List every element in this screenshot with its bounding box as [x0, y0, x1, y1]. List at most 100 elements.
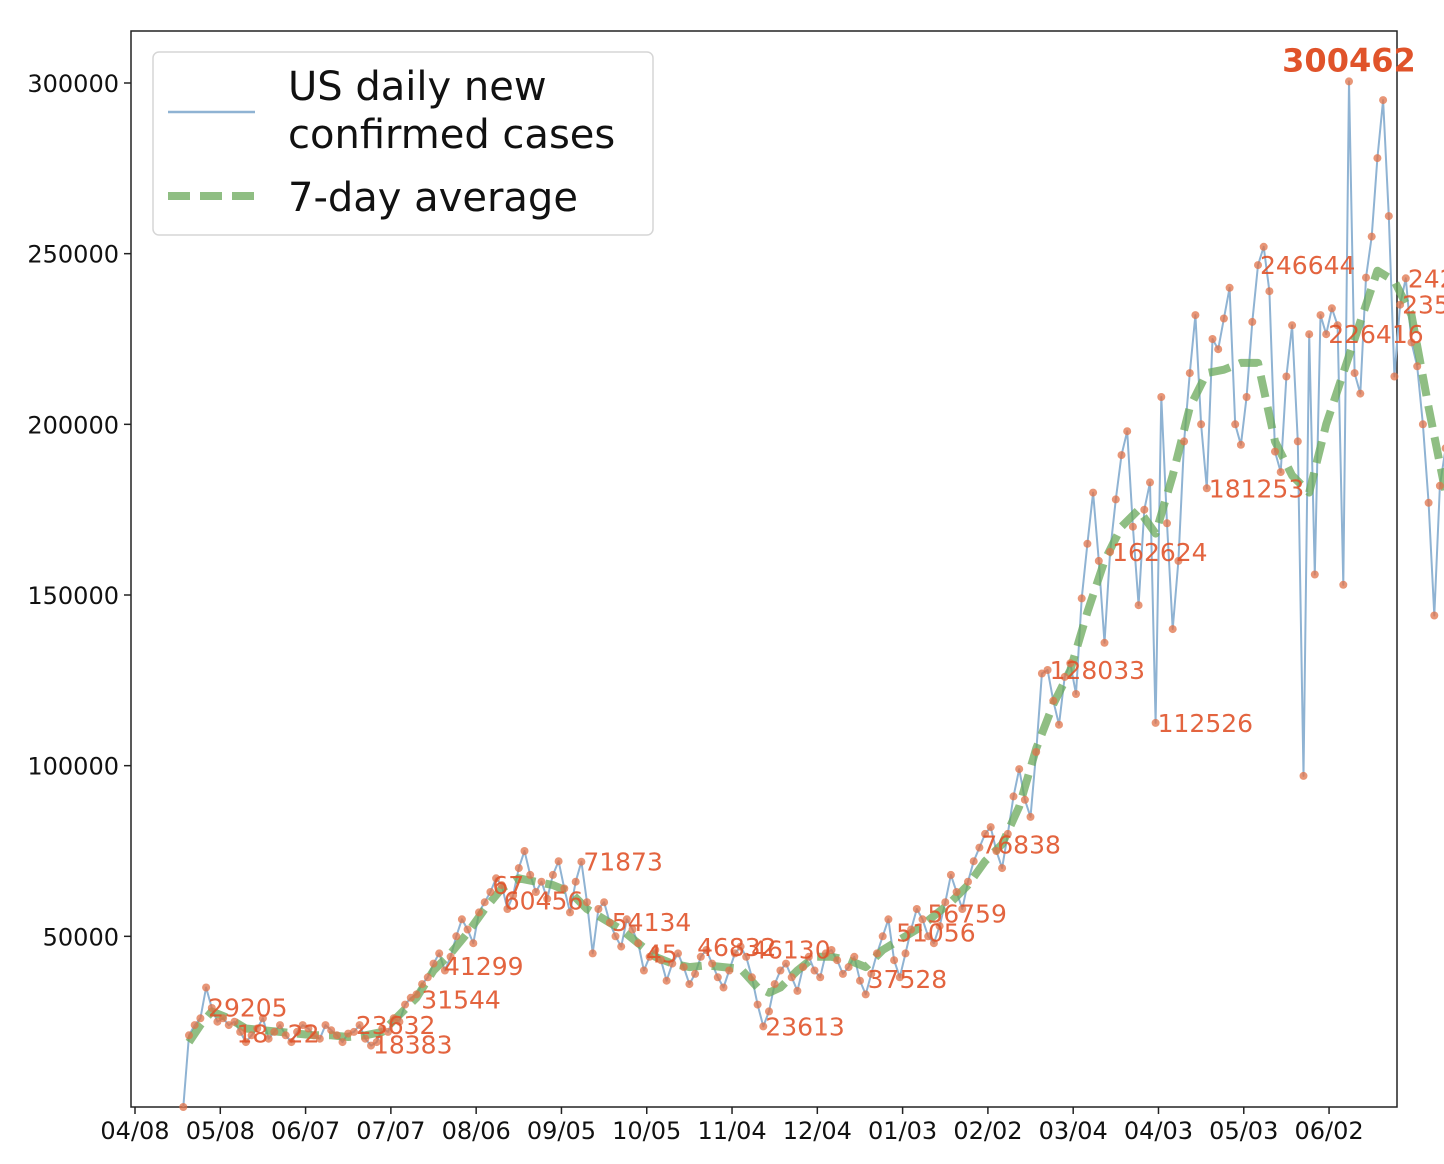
data-point	[1396, 300, 1405, 309]
data-point	[185, 1031, 193, 1040]
data-point	[1128, 522, 1137, 531]
data-point	[895, 973, 904, 982]
data-point	[429, 959, 438, 968]
x-tick-label: 08/06	[442, 1117, 511, 1145]
data-point	[395, 1017, 404, 1026]
x-tick-label: 06/02	[1294, 1117, 1363, 1145]
data-value-label: 181253	[1209, 474, 1304, 503]
data-point	[463, 925, 472, 934]
data-point	[935, 922, 944, 931]
data-point	[696, 952, 705, 961]
data-point	[514, 864, 523, 873]
data-point	[327, 1026, 336, 1035]
data-value-label: 162624	[1112, 538, 1207, 567]
data-point	[372, 1038, 381, 1047]
data-point	[1373, 154, 1382, 163]
data-point	[1168, 625, 1177, 634]
data-point	[196, 1014, 205, 1023]
data-point	[412, 990, 421, 999]
data-point	[321, 1021, 330, 1030]
data-point	[1015, 765, 1024, 774]
data-point	[890, 956, 899, 965]
data-point	[964, 877, 972, 886]
data-point	[753, 1000, 762, 1009]
data-point	[548, 870, 557, 879]
data-point	[583, 898, 591, 907]
data-point	[1418, 420, 1427, 429]
data-point	[941, 898, 950, 907]
data-point	[281, 1031, 290, 1040]
data-point	[782, 959, 790, 968]
x-tick-label: 03/04	[1039, 1117, 1108, 1145]
data-point	[622, 915, 631, 924]
data-value-label: 31544	[421, 985, 501, 1014]
data-point	[912, 905, 921, 913]
data-point	[179, 1103, 188, 1111]
data-point	[207, 1004, 216, 1012]
data-value-label: 29205	[208, 993, 288, 1022]
data-point	[759, 1022, 768, 1031]
legend-label-average: 7-day average	[288, 175, 578, 221]
data-point	[1435, 481, 1444, 490]
data-point	[241, 1038, 250, 1047]
data-point	[651, 946, 660, 954]
data-point	[1390, 372, 1399, 381]
data-point	[1077, 594, 1086, 603]
data-point	[1424, 498, 1433, 507]
data-point	[315, 1034, 324, 1043]
data-point	[674, 949, 682, 958]
data-point	[1111, 495, 1120, 504]
data-point	[873, 949, 881, 958]
data-point	[349, 1027, 358, 1036]
data-point	[577, 857, 586, 866]
data-value-label: 23613	[765, 1012, 845, 1041]
data-value-label: 46130	[751, 936, 831, 965]
data-point	[1322, 330, 1331, 339]
data-point	[1339, 580, 1348, 589]
data-point	[1441, 444, 1444, 452]
data-point	[1413, 362, 1422, 371]
data-point	[1288, 321, 1297, 330]
x-tick-label: 04/03	[1124, 1117, 1193, 1145]
data-point	[497, 881, 506, 890]
data-point	[1197, 420, 1206, 429]
data-point	[287, 1038, 296, 1047]
plot-frame	[130, 30, 1398, 1108]
data-point	[1123, 427, 1132, 436]
data-point	[1327, 304, 1336, 313]
data-point	[1003, 829, 1012, 838]
data-point	[1310, 570, 1319, 579]
data-point	[929, 939, 938, 948]
data-point	[719, 983, 728, 992]
data-point	[1117, 451, 1126, 460]
data-point	[1208, 335, 1217, 343]
data-value-label: 51056	[896, 919, 976, 948]
data-point	[304, 1024, 313, 1033]
data-point	[730, 949, 739, 958]
data-point	[190, 1021, 199, 1030]
data-point	[1094, 556, 1103, 565]
data-point	[645, 952, 654, 961]
data-point	[1276, 468, 1285, 477]
data-point	[1146, 478, 1154, 487]
data-point	[969, 857, 978, 866]
data-point	[1236, 440, 1245, 449]
data-point	[816, 973, 825, 982]
data-point	[531, 888, 540, 896]
legend-label-daily: US daily new confirmed cases	[288, 64, 615, 158]
data-point	[560, 884, 569, 893]
data-point	[617, 942, 626, 951]
data-point	[1185, 369, 1194, 378]
data-point	[1305, 330, 1314, 339]
data-point	[679, 963, 688, 972]
data-point	[270, 1027, 279, 1036]
x-tick-label: 10/05	[612, 1117, 681, 1145]
data-value-label: 226416	[1328, 320, 1423, 349]
data-value-label: 112526	[1158, 709, 1253, 738]
data-point	[685, 980, 694, 989]
data-point	[736, 942, 745, 951]
data-point	[1231, 420, 1240, 429]
data-point	[1345, 77, 1353, 86]
data-point	[526, 870, 535, 879]
